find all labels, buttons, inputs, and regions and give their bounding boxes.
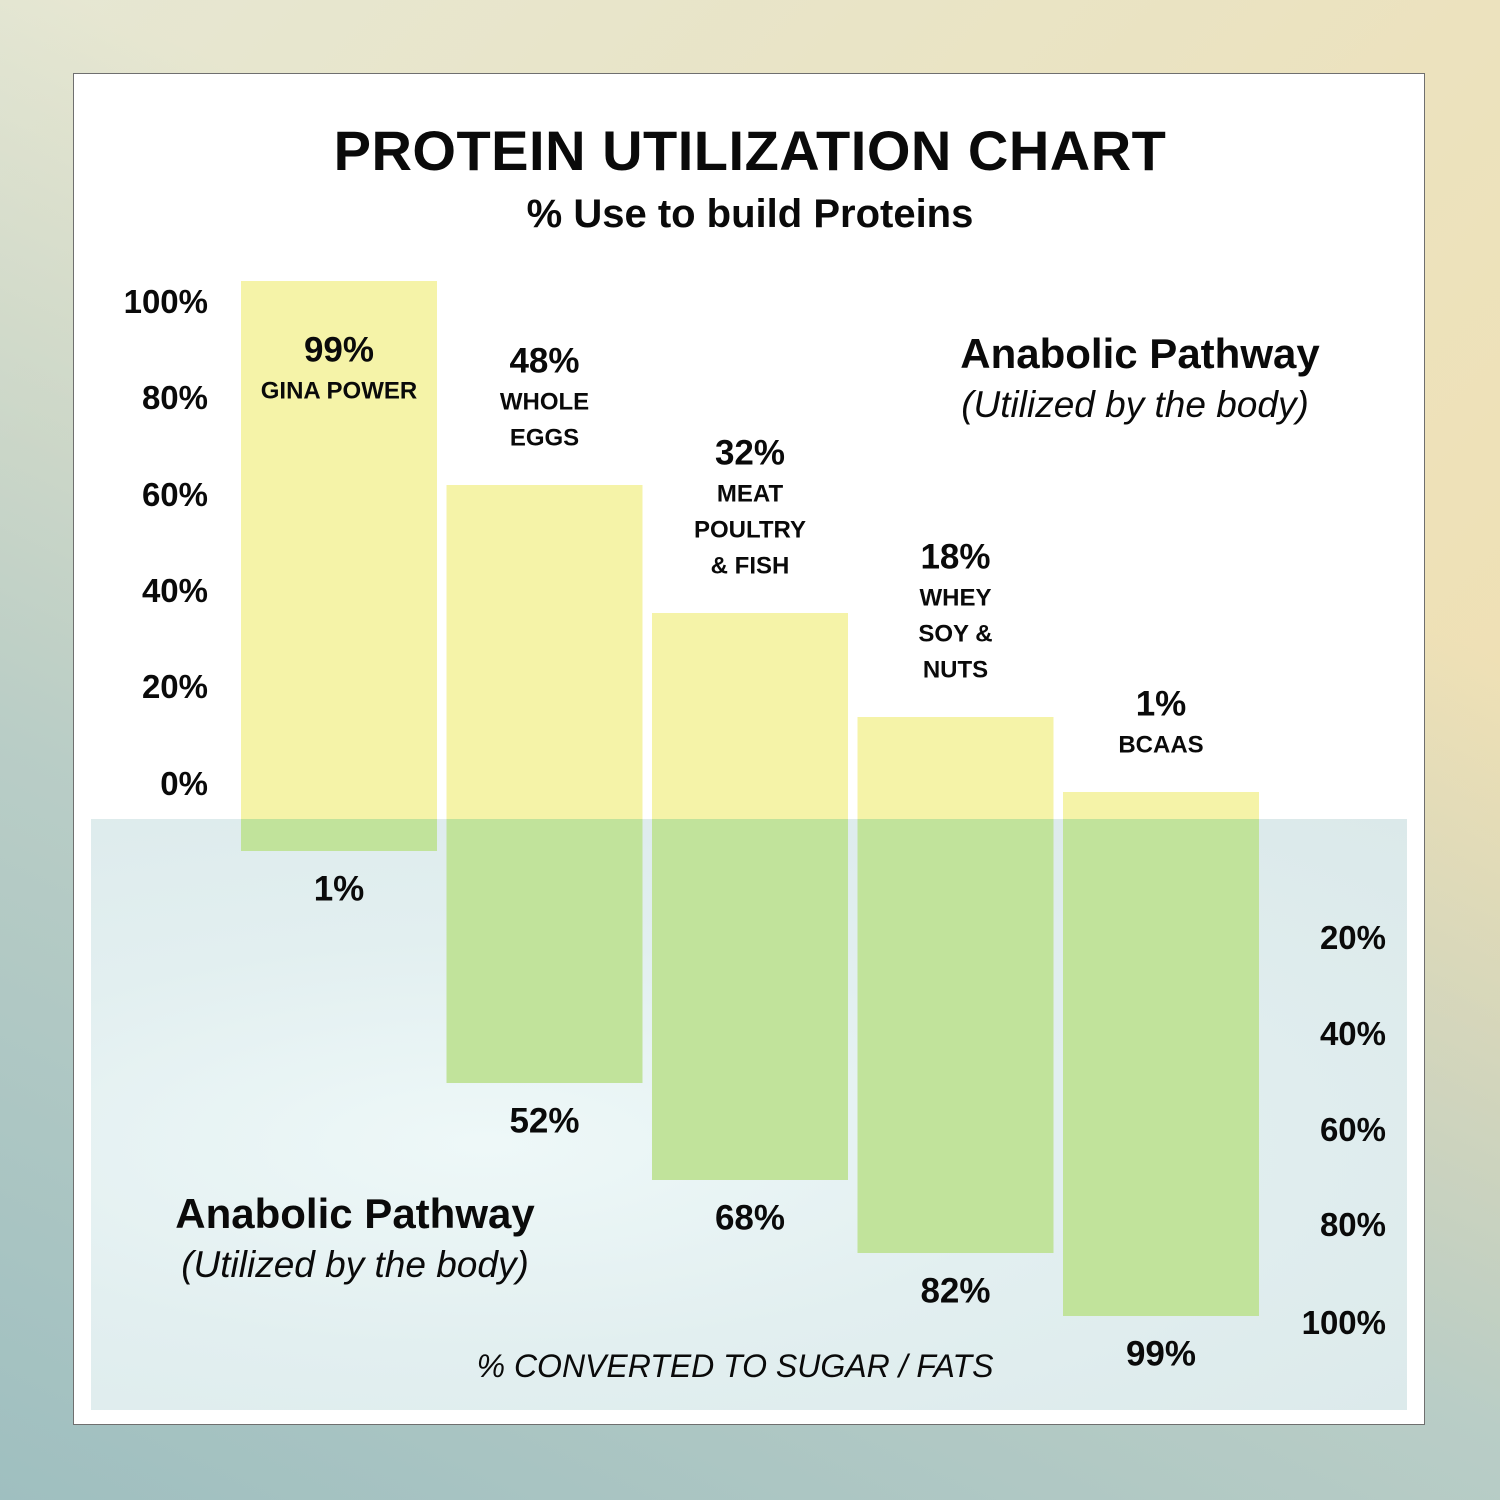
anabolic-value-label: 99% xyxy=(304,330,374,369)
upper-axis-tick: 40% xyxy=(141,572,208,609)
lower-axis-tick: 80% xyxy=(1319,1206,1386,1243)
converted-value-label: 99% xyxy=(1126,1334,1196,1373)
top-pathway-title: Anabolic Pathway xyxy=(960,330,1320,377)
chart-subtitle: % Use to build Proteins xyxy=(526,192,974,236)
chart-title: PROTEIN UTILIZATION CHART xyxy=(333,119,1167,182)
upper-axis-tick: 100% xyxy=(123,283,208,320)
category-label: MEAT xyxy=(717,480,784,507)
upper-axis-tick: 60% xyxy=(141,476,208,513)
bottom-pathway-title: Anabolic Pathway xyxy=(175,1190,535,1237)
anabolic-bar xyxy=(857,717,1054,819)
category-label: NUTS xyxy=(923,656,988,683)
lower-axis-tick: 40% xyxy=(1319,1015,1386,1052)
converted-value-label: 68% xyxy=(715,1198,785,1237)
converted-bar xyxy=(652,819,848,1180)
lower-axis-tick: 60% xyxy=(1319,1111,1386,1148)
converted-value-label: 82% xyxy=(920,1271,990,1310)
converted-bar xyxy=(857,819,1054,1253)
converted-value-label: 1% xyxy=(314,869,365,908)
anabolic-value-label: 32% xyxy=(715,433,785,472)
converted-value-label: 52% xyxy=(509,1101,579,1140)
anabolic-value-label: 48% xyxy=(509,341,579,380)
lower-axis-tick: 20% xyxy=(1319,919,1386,956)
category-label: GINA POWER xyxy=(261,377,417,404)
category-label: BCAAS xyxy=(1118,731,1203,758)
anabolic-bar xyxy=(1063,792,1259,819)
anabolic-value-label: 1% xyxy=(1136,684,1187,723)
category-label: POULTRY xyxy=(694,516,806,543)
upper-axis-tick: 20% xyxy=(141,668,208,705)
bottom-pathway-subtitle: (Utilized by the body) xyxy=(181,1244,529,1285)
top-pathway-subtitle: (Utilized by the body) xyxy=(961,384,1309,425)
converted-bar xyxy=(241,819,437,851)
category-label: WHEY xyxy=(920,584,992,611)
anabolic-bar xyxy=(241,281,437,819)
upper-axis-tick: 0% xyxy=(160,765,208,802)
category-label: SOY & xyxy=(918,620,992,647)
converted-axis-label: % CONVERTED TO SUGAR / FATS xyxy=(476,1348,994,1384)
lower-axis-tick: 100% xyxy=(1301,1304,1386,1341)
anabolic-value-label: 18% xyxy=(920,537,990,576)
upper-axis-tick: 80% xyxy=(141,379,208,416)
converted-bar xyxy=(446,819,643,1083)
anabolic-bar xyxy=(446,485,643,819)
category-label: & FISH xyxy=(711,552,790,579)
category-label: EGGS xyxy=(510,424,579,451)
category-label: WHOLE xyxy=(500,388,589,415)
anabolic-bar xyxy=(652,613,848,819)
converted-bar xyxy=(1063,819,1259,1316)
